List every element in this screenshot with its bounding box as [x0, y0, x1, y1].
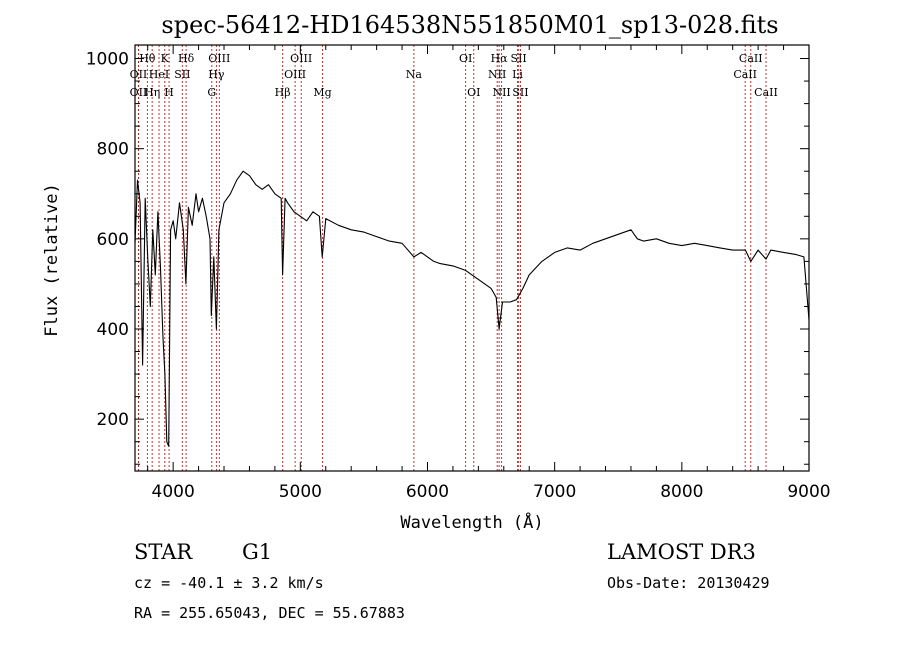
line-label-8: CaII — [739, 52, 763, 65]
y-axis-label: Flux (relative) — [42, 183, 62, 337]
line-label-19: Hη — [144, 86, 160, 99]
line-label-6: Hα — [491, 52, 509, 65]
line-label-25: NII — [492, 86, 510, 99]
line-label-10: HeI — [149, 68, 169, 81]
spectrum-series — [134, 170, 810, 447]
line-label-5: OI — [459, 52, 472, 65]
y-tick-label-3: 800 — [97, 140, 129, 160]
line-label-0: Hθ — [139, 52, 156, 65]
x-tick-label-4: 8000 — [660, 482, 703, 502]
object-subclass: G1 — [242, 540, 273, 564]
line-label-14: Na — [406, 68, 423, 81]
line-label-18: OII — [130, 86, 148, 99]
y-tick-label-2: 600 — [97, 230, 129, 250]
plot-frame — [134, 44, 810, 472]
y-tick-label-4: 1000 — [86, 50, 129, 70]
line-label-17: CaII — [733, 68, 757, 81]
survey-name: LAMOST DR3 — [607, 540, 756, 564]
x-axis-label: Wavelength (Å) — [400, 511, 543, 533]
x-tick-label-5: 9000 — [787, 482, 830, 502]
object-class: STAR — [134, 540, 193, 564]
line-label-15: NII — [488, 68, 506, 81]
line-label-3: OIII — [208, 52, 230, 65]
spectral-line-markers — [137, 45, 767, 471]
y-tick-label-1: 400 — [97, 320, 129, 340]
x-tick-label-0: 4000 — [152, 482, 195, 502]
line-label-11: SII — [174, 68, 190, 81]
line-label-20: H — [164, 86, 174, 99]
line-label-2: Hδ — [178, 52, 195, 65]
line-label-27: CaII — [754, 86, 778, 99]
line-label-13: OIII — [284, 68, 306, 81]
line-label-24: OI — [467, 86, 480, 99]
x-tick-label-1: 5000 — [279, 482, 322, 502]
series-line-0 — [134, 170, 810, 447]
line-label-22: Hβ — [275, 86, 291, 99]
x-tick-label-3: 7000 — [533, 482, 576, 502]
line-label-23: Mg — [313, 86, 331, 99]
line-label-9: OII — [130, 68, 148, 81]
chart-title: spec-56412-HD164538N551850M01_sp13-028.f… — [161, 11, 778, 39]
line-label-26: SII — [512, 86, 528, 99]
y-axis: 200 400 600 800 1000 — [86, 50, 809, 465]
coordinates: RA = 255.65043, DEC = 55.67883 — [134, 604, 405, 622]
line-label-16: Li — [512, 68, 523, 81]
redshift-value: cz = -40.1 ± 3.2 km/s — [134, 574, 324, 592]
line-label-1: K — [161, 52, 170, 65]
x-axis: 4000 5000 6000 7000 8000 9000 — [147, 45, 831, 502]
observation-date: Obs-Date: 20130429 — [607, 574, 770, 592]
line-label-4: OIII — [290, 52, 312, 65]
y-tick-label-0: 200 — [97, 410, 129, 430]
x-tick-label-2: 6000 — [406, 482, 449, 502]
line-label-21: G — [207, 86, 216, 99]
line-label-12: Hγ — [208, 68, 225, 81]
line-label-7: SII — [511, 52, 527, 65]
